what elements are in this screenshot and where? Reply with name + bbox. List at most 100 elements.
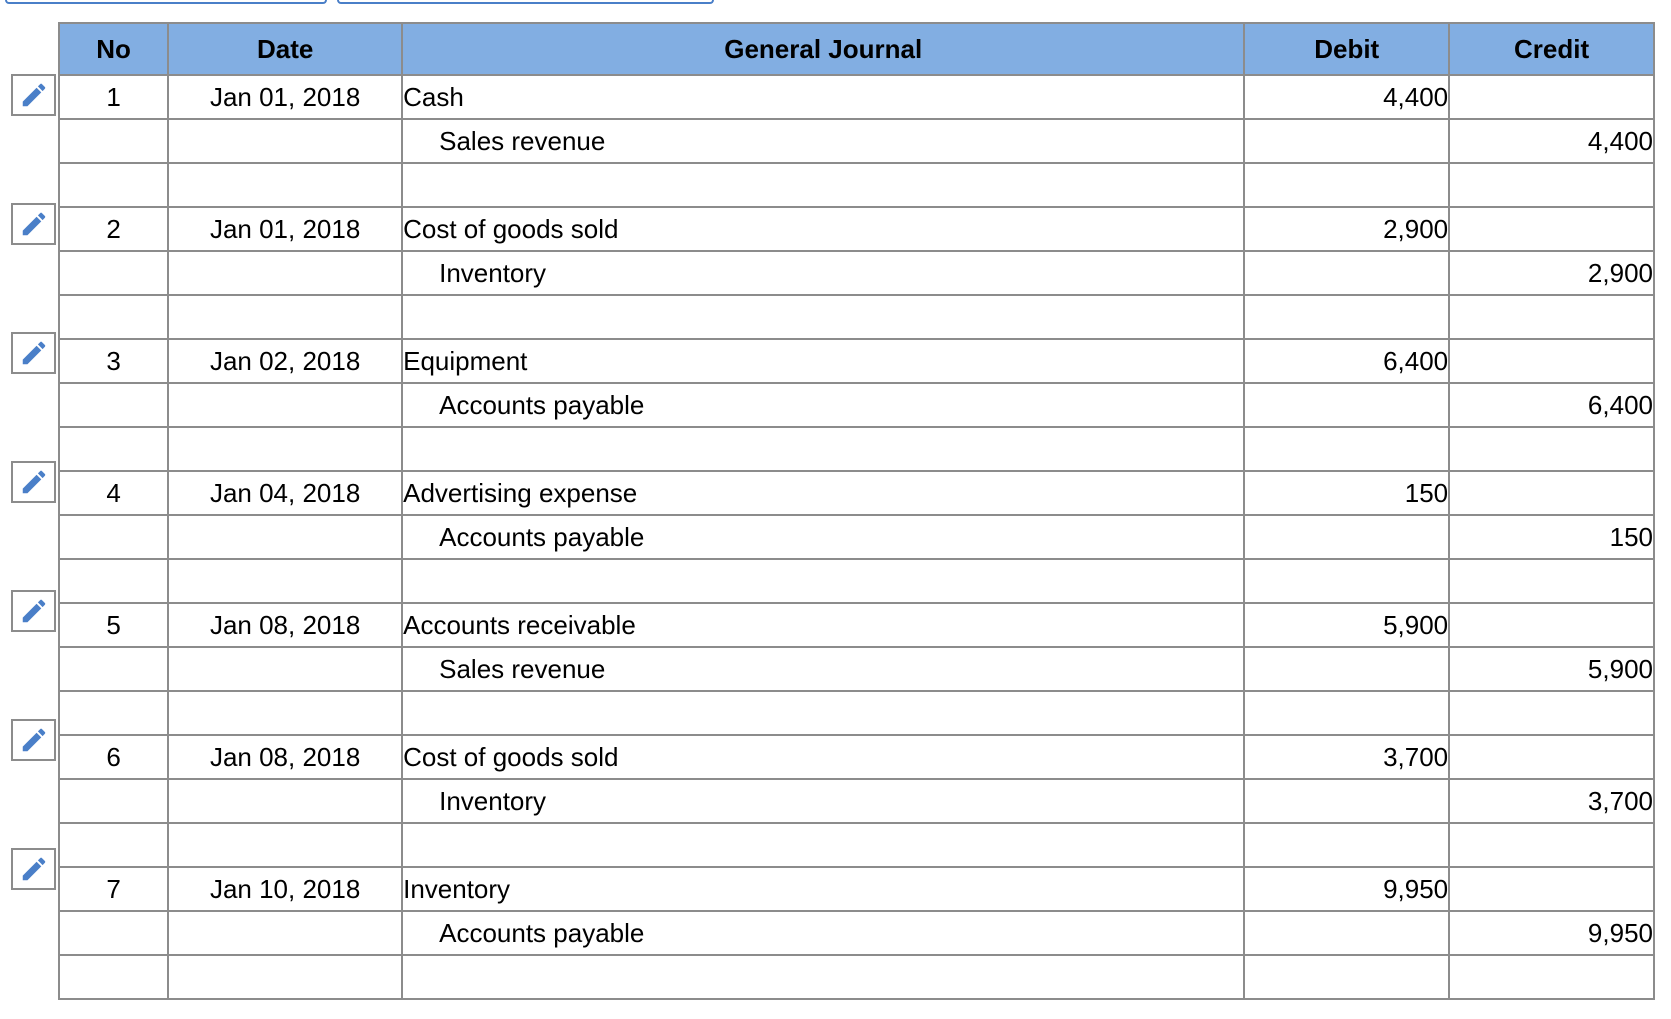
credit-row-debit-cell[interactable] [1243,118,1451,164]
empty-no-cell [57,382,170,428]
blank-cell[interactable] [1243,822,1451,868]
debit-row-credit-cell[interactable] [1448,338,1655,384]
debit-row-credit-cell[interactable] [1448,470,1655,516]
blank-cell[interactable] [401,294,1246,340]
edit-entry-button[interactable] [11,590,56,632]
empty-no-cell [57,910,170,956]
empty-date-cell [167,646,404,692]
blank-cell[interactable] [1448,822,1655,868]
blank-cell [57,294,170,340]
blank-cell [57,690,170,736]
blank-cell[interactable] [1243,294,1451,340]
edit-entry-button[interactable] [11,332,56,374]
blank-cell[interactable] [1243,954,1451,1000]
pencil-icon [22,599,45,623]
edit-entry-button[interactable] [11,719,56,761]
credit-amount[interactable]: 5,900 [1448,646,1655,692]
credit-amount[interactable]: 9,950 [1448,910,1655,956]
empty-date-cell [167,778,404,824]
debit-amount[interactable]: 150 [1243,470,1451,516]
table-header-row: No Date General Journal Debit Credit [57,22,1655,76]
credit-account[interactable]: Accounts payable [401,382,1246,428]
debit-account[interactable]: Cost of goods sold [401,206,1246,252]
blank-cell[interactable] [401,558,1246,604]
debit-amount[interactable]: 6,400 [1243,338,1451,384]
blank-cell[interactable] [401,690,1246,736]
blank-cell [167,954,404,1000]
general-journal-table: No Date General Journal Debit Credit 1 J… [57,22,1655,1000]
table-row [57,558,1655,604]
blank-cell[interactable] [1243,558,1451,604]
debit-account[interactable]: Cost of goods sold [401,734,1246,780]
debit-account[interactable]: Inventory [401,866,1246,912]
debit-row-credit-cell[interactable] [1448,866,1655,912]
blank-cell[interactable] [401,954,1246,1000]
empty-date-cell [167,118,404,164]
debit-amount[interactable]: 2,900 [1243,206,1451,252]
blank-cell [167,162,404,208]
blank-cell[interactable] [1243,162,1451,208]
debit-amount[interactable]: 9,950 [1243,866,1451,912]
credit-amount[interactable]: 6,400 [1448,382,1655,428]
blank-cell [57,162,170,208]
credit-row-debit-cell[interactable] [1243,910,1451,956]
edit-entry-button[interactable] [11,461,56,503]
credit-account[interactable]: Inventory [401,250,1246,296]
debit-row-credit-cell[interactable] [1448,74,1655,120]
empty-date-cell [167,250,404,296]
credit-row-debit-cell[interactable] [1243,382,1451,428]
edit-entry-button[interactable] [11,74,56,116]
blank-cell[interactable] [1448,162,1655,208]
blank-cell[interactable] [1448,954,1655,1000]
debit-row-credit-cell[interactable] [1448,206,1655,252]
credit-row-debit-cell[interactable] [1243,646,1451,692]
blank-cell[interactable] [1448,294,1655,340]
table-row: Accounts payable 6,400 [57,382,1655,428]
blank-cell[interactable] [1448,426,1655,472]
credit-account[interactable]: Sales revenue [401,646,1246,692]
debit-row-credit-cell[interactable] [1448,602,1655,648]
blank-cell [57,426,170,472]
credit-amount[interactable]: 150 [1448,514,1655,560]
blank-cell [57,558,170,604]
blank-cell[interactable] [1448,558,1655,604]
top-tab-left[interactable] [5,0,327,4]
credit-row-debit-cell[interactable] [1243,514,1451,560]
table-row [57,294,1655,340]
debit-account[interactable]: Accounts receivable [401,602,1246,648]
blank-cell[interactable] [1448,690,1655,736]
top-tab-right[interactable] [337,0,714,4]
blank-cell[interactable] [401,426,1246,472]
table-row: 7 Jan 10, 2018 Inventory 9,950 [57,866,1655,912]
debit-account[interactable]: Cash [401,74,1246,120]
credit-amount[interactable]: 4,400 [1448,118,1655,164]
credit-row-debit-cell[interactable] [1243,250,1451,296]
credit-account[interactable]: Accounts payable [401,910,1246,956]
credit-row-debit-cell[interactable] [1243,778,1451,824]
credit-account[interactable]: Inventory [401,778,1246,824]
pencil-icon [22,470,45,494]
blank-cell[interactable] [1243,690,1451,736]
debit-amount[interactable]: 3,700 [1243,734,1451,780]
blank-cell[interactable] [401,822,1246,868]
debit-amount[interactable]: 4,400 [1243,74,1451,120]
debit-amount[interactable]: 5,900 [1243,602,1451,648]
empty-no-cell [57,250,170,296]
debit-account[interactable]: Advertising expense [401,470,1246,516]
edit-entry-button[interactable] [11,848,56,890]
column-header-date: Date [167,22,404,76]
entry-date: Jan 04, 2018 [167,470,404,516]
credit-account[interactable]: Sales revenue [401,118,1246,164]
debit-account[interactable]: Equipment [401,338,1246,384]
blank-cell[interactable] [401,162,1246,208]
table-row: Inventory 2,900 [57,250,1655,296]
credit-amount[interactable]: 2,900 [1448,250,1655,296]
debit-row-credit-cell[interactable] [1448,734,1655,780]
blank-cell[interactable] [1243,426,1451,472]
pencil-icon [22,83,45,107]
edit-entry-button[interactable] [11,203,56,245]
credit-account[interactable]: Accounts payable [401,514,1246,560]
entry-date: Jan 08, 2018 [167,602,404,648]
credit-amount[interactable]: 3,700 [1448,778,1655,824]
table-row [57,954,1655,1000]
